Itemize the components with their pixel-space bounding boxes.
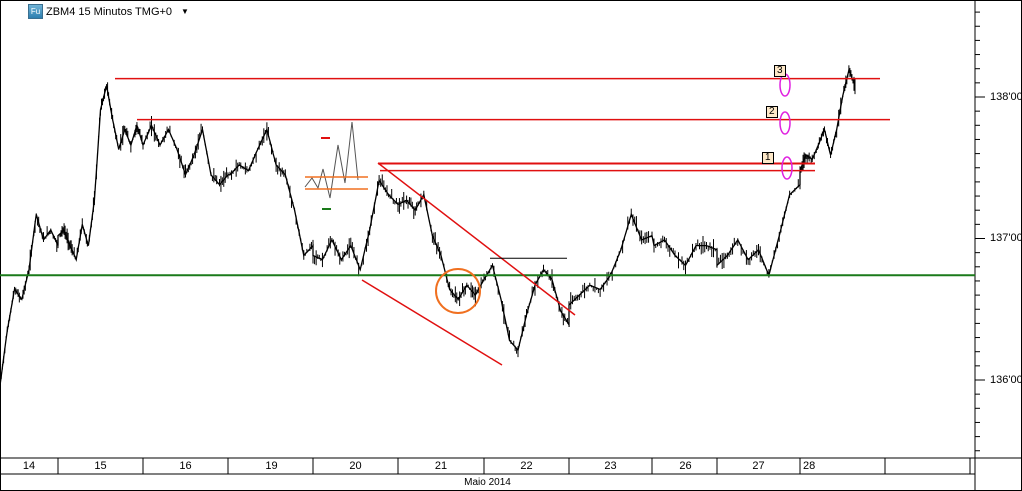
price-label: 138'00 [990, 91, 1022, 103]
annotation-label-3[interactable]: 3 [774, 65, 786, 77]
annotation-label-2[interactable]: 2 [766, 106, 778, 118]
trendline-lower [361, 279, 503, 366]
day-label: 15 [94, 460, 107, 472]
chart-header: Fu ZBM4 15 Minutos TMG+0 ▼ [28, 4, 189, 19]
day-label: 28 [803, 460, 816, 472]
day-label: 20 [349, 460, 362, 472]
day-label: 16 [179, 460, 192, 472]
highlight-ellipse [779, 73, 791, 97]
trendline-upper [377, 162, 576, 316]
price-label: 136'00 [990, 374, 1022, 386]
highlight-ellipse [781, 156, 793, 180]
day-label: 21 [434, 460, 448, 472]
day-label: 26 [679, 460, 692, 472]
month-label: Maio 2014 [464, 477, 511, 488]
chart-title: ZBM4 15 Minutos TMG+0 [46, 5, 173, 18]
sketch-zigzag [304, 121, 359, 199]
highlight-ellipse [779, 111, 791, 135]
day-label: 22 [520, 460, 533, 472]
highlight-circle [435, 268, 481, 314]
annotation-label-1[interactable]: 1 [762, 152, 774, 164]
triangle-down-icon[interactable]: ▼ [181, 7, 189, 16]
futures-icon: Fu [28, 4, 43, 19]
day-label: 19 [265, 460, 278, 472]
day-label: 23 [604, 460, 617, 472]
price-label: 137'00 [990, 232, 1022, 244]
day-label: 14 [22, 460, 36, 472]
day-label: 27 [752, 460, 765, 472]
price-line [0, 67, 856, 386]
